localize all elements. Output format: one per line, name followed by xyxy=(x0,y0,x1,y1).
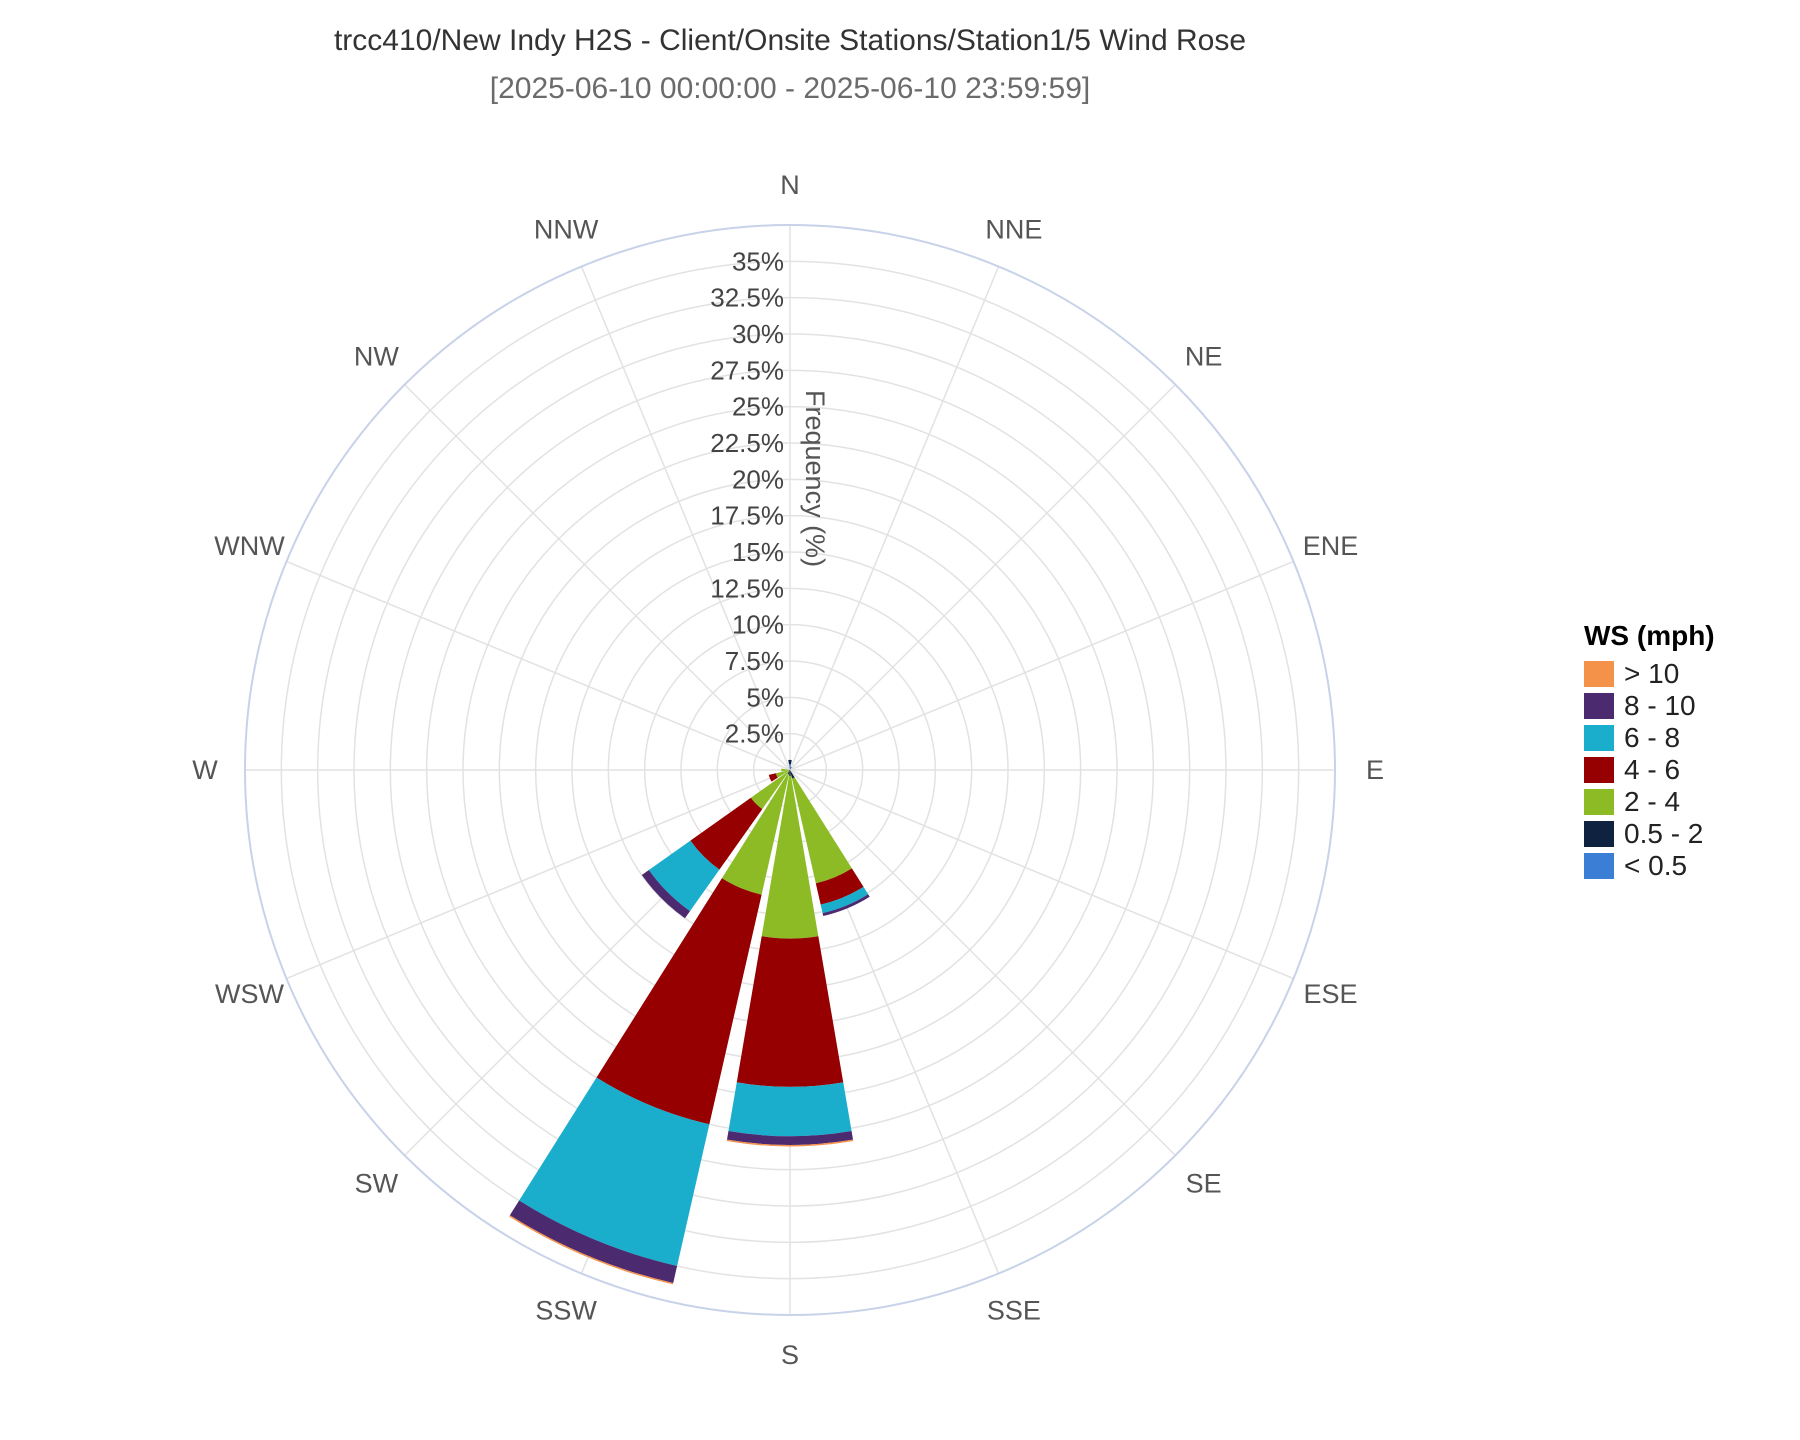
grid-spoke xyxy=(286,769,791,980)
legend-swatch xyxy=(1584,853,1614,879)
radial-tick-label: 25% xyxy=(732,392,784,422)
bar-segment-sse xyxy=(820,886,869,914)
direction-label: SSW xyxy=(535,1295,597,1325)
bar-segment-s xyxy=(726,1139,854,1147)
legend-item[interactable]: 4 - 6 xyxy=(1584,754,1784,786)
grid-spoke xyxy=(789,266,1000,771)
bar-segment-sw xyxy=(690,797,763,870)
radial-tick-label: 7.5% xyxy=(725,646,784,676)
grid-spoke xyxy=(286,560,791,771)
legend-label: > 10 xyxy=(1624,658,1680,689)
direction-label: SSE xyxy=(987,1295,1041,1325)
grid-spoke xyxy=(789,560,1294,771)
bar-segment-nne xyxy=(790,768,791,770)
bar-segment-nne xyxy=(790,767,792,769)
legend-label: 2 - 4 xyxy=(1624,786,1681,817)
radial-axis-title: Frequency (%) xyxy=(800,390,830,567)
legend-swatch xyxy=(1584,821,1614,847)
legend-swatch xyxy=(1584,725,1614,751)
direction-label: SW xyxy=(355,1169,399,1199)
bar-segment-wsw xyxy=(788,770,790,771)
bar-segment-n xyxy=(789,764,791,770)
radial-tick-label: 10% xyxy=(732,610,784,640)
bar-segment-w xyxy=(781,768,790,772)
bar-segment-ssw xyxy=(787,770,790,775)
direction-label: WNW xyxy=(214,531,285,561)
legend-swatch xyxy=(1584,693,1614,719)
radial-tick-label: 22.5% xyxy=(710,428,784,458)
direction-label: ESE xyxy=(1303,979,1357,1009)
grid-spoke xyxy=(404,384,791,771)
direction-label: N xyxy=(780,170,800,200)
bar-segment-sw xyxy=(641,870,690,919)
bar-segment-ssw xyxy=(519,1077,710,1266)
direction-label: WSW xyxy=(215,979,284,1009)
bar-segment-ssw xyxy=(509,1200,678,1283)
bar-segment-s xyxy=(726,1131,854,1145)
bar-segment-sw xyxy=(750,770,790,810)
bar-segment-sse xyxy=(791,777,852,884)
legend-swatch xyxy=(1584,757,1614,783)
legend-item[interactable]: 2 - 4 xyxy=(1584,786,1784,818)
bar-segment-wsw xyxy=(768,773,778,782)
direction-label: NNW xyxy=(534,215,599,245)
radial-tick-label: 20% xyxy=(732,464,784,494)
direction-label: ENE xyxy=(1303,531,1359,561)
chart-title: trcc410/New Indy H2S - Client/Onsite Sta… xyxy=(333,24,1247,57)
bar-segment-ssw xyxy=(721,773,790,895)
radial-tick-label: 5% xyxy=(746,682,784,712)
direction-label: NNE xyxy=(985,215,1042,245)
radial-tick-label: 15% xyxy=(732,537,784,567)
bar-segment-s xyxy=(761,775,819,939)
grid-spoke xyxy=(789,769,1294,980)
direction-label: E xyxy=(1366,755,1384,785)
bar-segment-s xyxy=(736,936,844,1087)
legend-title: WS (mph) xyxy=(1584,620,1715,651)
legend-label: 6 - 8 xyxy=(1624,722,1681,753)
legend-item[interactable]: 0.5 - 2 xyxy=(1584,818,1784,850)
direction-label: NE xyxy=(1185,341,1223,371)
direction-label: W xyxy=(192,755,218,785)
bar-segment-ssw xyxy=(596,878,762,1125)
direction-label: S xyxy=(781,1340,799,1370)
grid-spoke xyxy=(789,384,1176,771)
radial-tick-label: 32.5% xyxy=(710,283,784,313)
legend-swatch xyxy=(1584,661,1614,687)
legend-label: 8 - 10 xyxy=(1624,690,1696,721)
bar-segment-sse xyxy=(790,770,795,779)
grid-spoke xyxy=(580,266,791,771)
direction-label: NW xyxy=(354,341,399,371)
legend-swatch xyxy=(1584,789,1614,815)
legend-item[interactable]: > 10 xyxy=(1584,658,1784,690)
bar-segment-n xyxy=(788,759,792,765)
legend-item[interactable]: < 0.5 xyxy=(1584,850,1784,882)
radial-tick-label: 17.5% xyxy=(710,501,784,531)
legend-label: 4 - 6 xyxy=(1624,754,1681,785)
radial-tick-label: 2.5% xyxy=(725,719,784,749)
outer-ring xyxy=(244,224,1336,1316)
legend-item[interactable]: 6 - 8 xyxy=(1584,722,1784,754)
bar-segment-s xyxy=(728,1082,852,1137)
chart-subtitle: [2025-06-10 00:00:00 - 2025-06-10 23:59:… xyxy=(489,72,1091,105)
direction-label: SE xyxy=(1186,1169,1222,1199)
bar-segment-wsw xyxy=(775,770,789,778)
bar-segment-sse xyxy=(815,868,864,905)
radial-tick-label: 30% xyxy=(732,319,784,349)
bar-segment-sw xyxy=(648,840,720,912)
radial-tick-label: 27.5% xyxy=(710,355,784,385)
legend-label: 0.5 - 2 xyxy=(1624,818,1704,849)
wind-rose-plot: 2.5% 5% 7.5% 10% 12.5% 15% 17.5% 20% 22.5% 25% 27.… xyxy=(192,170,1384,1370)
legend-item[interactable]: 8 - 10 xyxy=(1584,690,1784,722)
legend-label: < 0.5 xyxy=(1624,850,1688,881)
bar-segment-sw xyxy=(788,770,790,772)
grid-spoke xyxy=(789,769,1176,1156)
bar-segment-sse xyxy=(822,894,870,916)
bar-segment-s xyxy=(789,770,791,776)
radial-tick-label: 12.5% xyxy=(710,573,784,603)
radial-tick-label: 35% xyxy=(732,246,784,276)
